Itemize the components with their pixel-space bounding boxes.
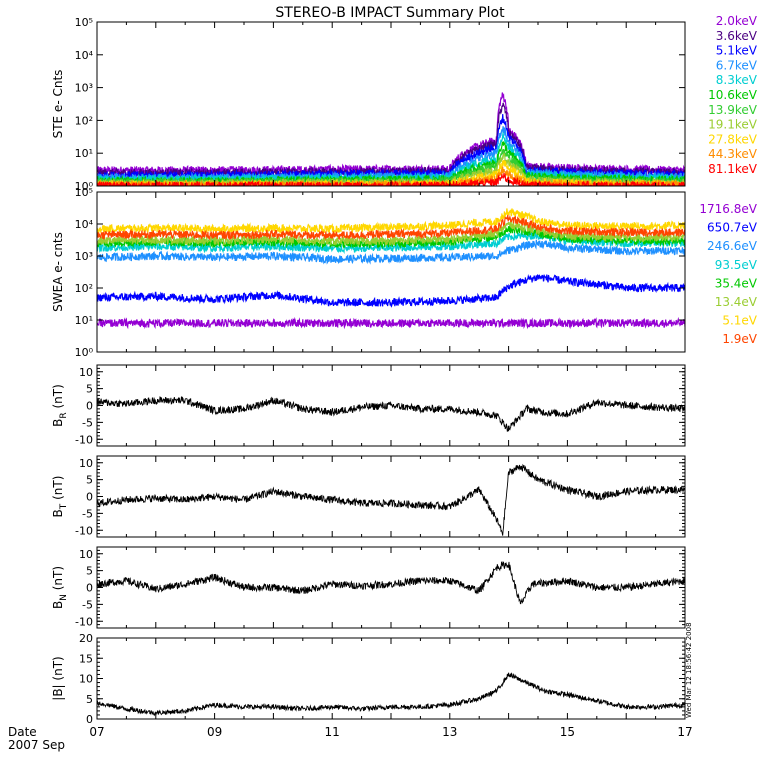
legend-entry: 3.6keV (716, 29, 758, 43)
legend-entry: 81.1keV (708, 162, 758, 176)
panel-frame (96, 191, 686, 353)
timestamp: Wed Mar 12 18:56:42 2008 (685, 622, 693, 718)
legend-entry: 5.1eV (722, 314, 757, 328)
y-tick-label: 10² (75, 282, 93, 295)
legend-entry: 19.1keV (708, 118, 758, 132)
y-tick-label: 0 (86, 491, 93, 504)
y-tick-label: 10¹ (75, 147, 93, 160)
panel-frame (96, 21, 686, 187)
series-trace (97, 561, 685, 605)
panel-0: 10⁰ 10¹ 10² 10³ 10⁴ 10⁵ STE e- Cnts (51, 16, 686, 193)
legend-entry: 27.8keV (708, 132, 758, 146)
x-tick-label: 15 (560, 725, 575, 739)
y-tick-label: 0 (86, 713, 93, 726)
x-tick-label: 09 (207, 725, 222, 739)
panel-5: 0 5 10 15 20 |B| (nT) (51, 632, 686, 726)
legend-entry: 6.7keV (716, 58, 758, 72)
y-tick-label: 10³ (75, 250, 93, 263)
y-tick-label: 10⁵ (75, 186, 93, 199)
y-tick-label: 10 (79, 366, 93, 379)
y-tick-label: 5 (86, 565, 93, 578)
panel-1: 10⁰ 10¹ 10² 10³ 10⁴ 10⁵ SWEA e- cnts (51, 186, 686, 359)
panel-4: -10 -5 0 5 10 BN (nT) (51, 546, 686, 629)
series-650-7eV (97, 273, 685, 308)
series-5-1eV (97, 208, 685, 235)
y-tick-label: 10¹ (75, 314, 93, 327)
y-tick-label: -10 (75, 433, 93, 446)
y-tick-label: 5 (86, 474, 93, 487)
y-tick-label: -5 (82, 507, 93, 520)
y-tick-label: 10 (79, 548, 93, 561)
date-label: Date (8, 725, 37, 739)
legend-entry: 10.6keV (708, 88, 758, 102)
series-1716-8eV (97, 316, 685, 330)
legend-entry: 5.1keV (716, 44, 758, 58)
legends: 2.0keV3.6keV5.1keV6.7keV8.3keV10.6keV13.… (699, 14, 757, 346)
y-axis-label: STE e- Cnts (51, 70, 65, 139)
panel-3: -10 -5 0 5 10 BT (nT) (51, 455, 686, 538)
legend-entry: 93.5eV (715, 258, 758, 272)
y-tick-label: 10² (75, 114, 93, 127)
y-axis-label: SWEA e- cnts (51, 232, 65, 312)
y-tick-label: -10 (75, 524, 93, 537)
y-tick-label: 0 (86, 400, 93, 413)
series-3-6keV (97, 102, 685, 180)
y-tick-label: 10⁰ (75, 346, 94, 359)
series-246-6eV (97, 239, 685, 265)
y-tick-label: 10 (79, 457, 93, 470)
x-tick-label: 17 (677, 725, 692, 739)
y-axis-label: BN (nT) (51, 566, 69, 609)
y-tick-label: 10³ (75, 82, 93, 95)
y-axis-label: BR (nT) (51, 384, 69, 427)
y-tick-label: 15 (79, 652, 93, 665)
x-tick-label: 13 (442, 725, 457, 739)
legend-entry: 2.0keV (716, 14, 758, 28)
panel-2: -10 -5 0 5 10 BR (nT) (51, 364, 686, 447)
y-tick-label: 10 (79, 673, 93, 686)
series-trace (97, 396, 685, 432)
y-tick-label: -10 (75, 615, 93, 628)
series-81-1keV (97, 172, 685, 186)
series-trace (97, 463, 685, 536)
legend-entry: 1.9eV (722, 332, 757, 346)
y-tick-label: 20 (79, 632, 93, 645)
y-axis-label: |B| (nT) (51, 656, 65, 700)
plot-title: STEREO-B IMPACT Summary Plot (275, 5, 505, 21)
y-tick-label: -5 (82, 598, 93, 611)
series-2-0keV (97, 92, 685, 177)
y-tick-label: 10⁴ (75, 218, 94, 231)
series-1-9eV (97, 214, 685, 241)
x-tick-label: 07 (89, 725, 104, 739)
series-trace (97, 672, 685, 717)
legend-entry: 35.4eV (715, 276, 758, 290)
date-sublabel: 2007 Sep (8, 738, 65, 752)
legend-entry: 1716.8eV (699, 202, 757, 216)
legend-entry: 650.7eV (707, 221, 758, 235)
x-tick-label: 11 (325, 725, 340, 739)
y-tick-label: -5 (82, 416, 93, 429)
y-axis-label: BT (nT) (51, 476, 69, 518)
legend-entry: 44.3keV (708, 147, 758, 161)
y-tick-label: 5 (86, 383, 93, 396)
x-axis-ticks: 07 09 11 13 15 17 (89, 725, 692, 739)
y-tick-label: 0 (86, 582, 93, 595)
y-tick-label: 5 (86, 693, 93, 706)
legend-entry: 246.6eV (707, 239, 758, 253)
legend-entry: 13.4eV (715, 295, 758, 309)
legend-entry: 8.3keV (716, 73, 758, 87)
y-tick-label: 10⁰ (75, 180, 94, 193)
y-tick-label: 10⁵ (75, 16, 93, 29)
legend-entry: 13.9keV (708, 103, 758, 117)
series-13-4eV (97, 218, 685, 247)
y-tick-label: 10⁴ (75, 49, 94, 62)
